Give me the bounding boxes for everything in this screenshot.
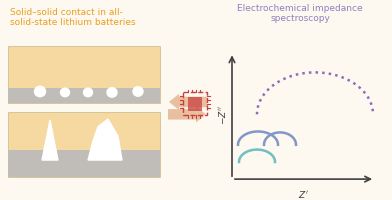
Text: $-Z''$: $-Z''$ — [218, 105, 229, 125]
Circle shape — [83, 88, 93, 97]
FancyBboxPatch shape — [8, 112, 160, 177]
Circle shape — [60, 88, 69, 97]
Text: Electrochemical impedance
spectroscopy: Electrochemical impedance spectroscopy — [237, 4, 363, 23]
FancyBboxPatch shape — [8, 46, 160, 103]
FancyBboxPatch shape — [188, 97, 202, 111]
Polygon shape — [42, 120, 58, 160]
Text: Solid–solid contact in all-
solid-state lithium batteries: Solid–solid contact in all- solid-state … — [10, 8, 136, 27]
Text: $Z'$: $Z'$ — [298, 189, 309, 200]
FancyArrow shape — [169, 94, 207, 110]
Polygon shape — [88, 119, 122, 160]
Circle shape — [133, 87, 143, 96]
Circle shape — [34, 86, 45, 97]
FancyArrow shape — [168, 106, 206, 122]
FancyBboxPatch shape — [8, 88, 160, 103]
Circle shape — [107, 88, 117, 97]
FancyBboxPatch shape — [8, 150, 160, 177]
